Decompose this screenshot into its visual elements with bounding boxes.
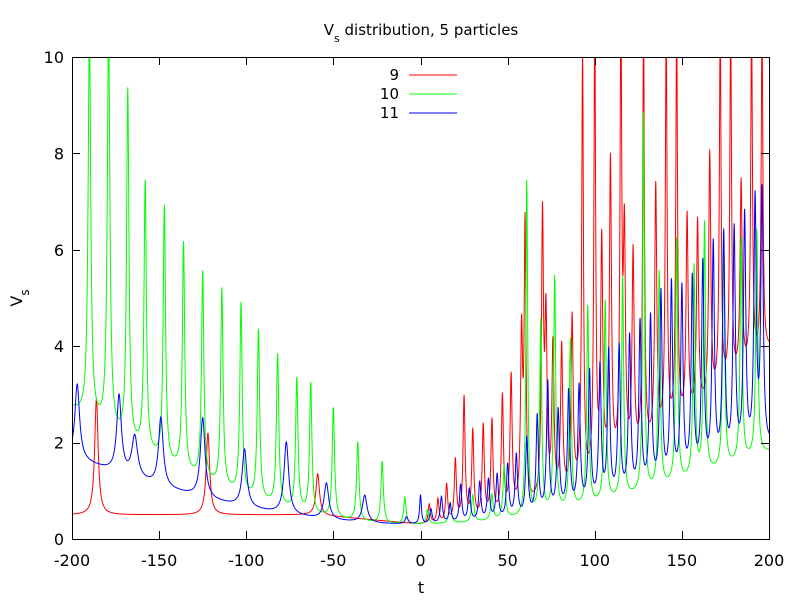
legend-label: 10 — [380, 85, 399, 103]
x-tick-label: 0 — [415, 551, 425, 570]
series-layer — [72, 57, 769, 524]
x-tick-label: 100 — [579, 551, 610, 570]
legend-label: 9 — [389, 66, 399, 84]
y-axis-label-main: V — [7, 296, 26, 307]
y-axis-label: Vs — [7, 289, 32, 306]
plot-frame — [72, 57, 770, 540]
series-line-10 — [72, 57, 769, 524]
y-tick-label: 0 — [54, 530, 64, 549]
chart-title-rest: distribution, 5 particles — [340, 21, 519, 39]
x-tick-label: 150 — [667, 551, 698, 570]
x-tick-label: -150 — [141, 551, 177, 570]
series-line-11 — [72, 184, 769, 524]
y-tick-label: 10 — [44, 48, 64, 67]
x-tick-label: -100 — [228, 551, 264, 570]
x-tick-label: -50 — [320, 551, 346, 570]
y-ticks: 0 2 4 6 8 10 — [44, 48, 769, 549]
y-tick-label: 6 — [54, 241, 64, 260]
x-tick-label: -200 — [54, 551, 90, 570]
legend-label: 11 — [380, 104, 399, 122]
chart-title-main: V — [324, 21, 335, 39]
x-ticks: -200 -150 -100 -50 0 50 100 150 200 — [54, 57, 784, 570]
x-axis-label: t — [418, 578, 424, 597]
x-tick-label: 50 — [497, 551, 517, 570]
y-tick-label: 8 — [54, 144, 64, 163]
y-axis-label-sub: s — [18, 289, 32, 295]
y-tick-label: 4 — [54, 337, 64, 356]
x-tick-label: 200 — [754, 551, 785, 570]
chart-title: Vs distribution, 5 particles — [324, 21, 519, 45]
chart-title-sub: s — [334, 32, 340, 45]
y-tick-label: 2 — [54, 434, 64, 453]
